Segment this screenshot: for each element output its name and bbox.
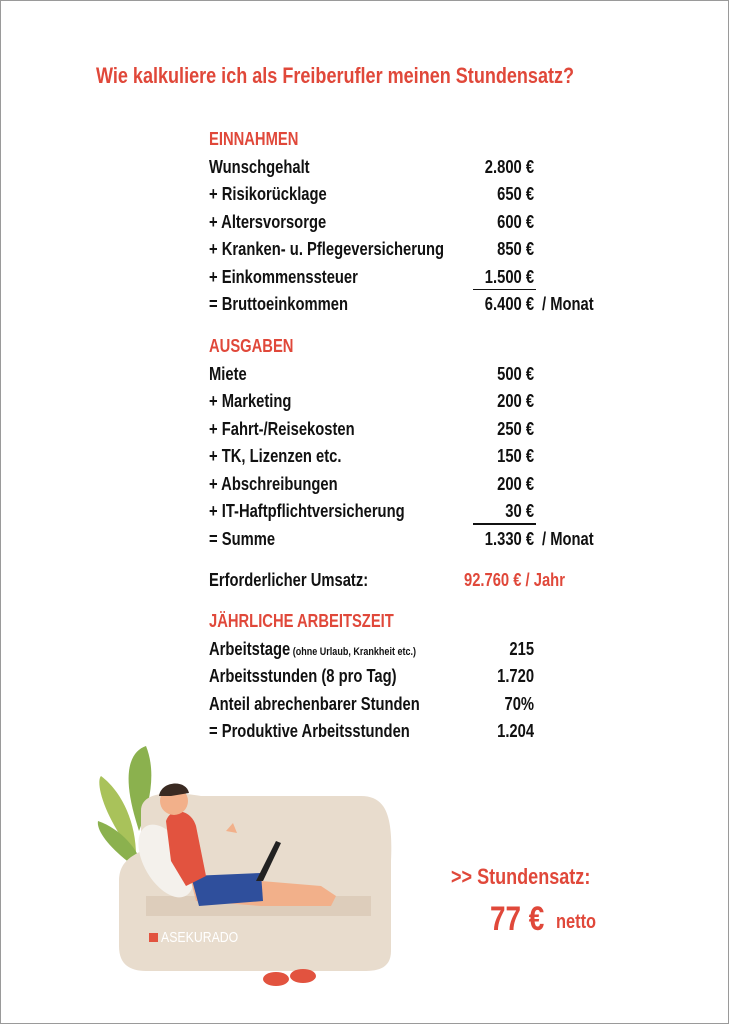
- row-value: 2.800 €: [484, 156, 534, 177]
- row-label: = Produktive Arbeitsstunden: [209, 721, 410, 741]
- row-label: + Kranken- u. Pflegeversicherung: [209, 239, 444, 259]
- label: + Altersvorsorge: [209, 211, 327, 232]
- row-value: 850 €: [497, 239, 534, 259]
- row-value: 600 €: [497, 211, 534, 232]
- label: + TK, Lizenzen etc.: [209, 446, 342, 466]
- row-value: 1.500 €: [484, 266, 534, 287]
- label: + Fahrt-/Reisekosten: [209, 418, 355, 439]
- total-unit: / Monat: [542, 294, 594, 314]
- row-label: + IT-Haftpflichtversicherung: [209, 501, 405, 521]
- row-value: 650 €: [497, 184, 534, 204]
- label: + Einkommenssteuer: [209, 266, 358, 287]
- brand: ASEKURADO: [161, 929, 239, 946]
- row-label: Arbeitstage (ohne Urlaub, Krankheit etc.…: [209, 639, 416, 662]
- row-value: 215: [509, 638, 534, 659]
- label: = Produktive Arbeitsstunden: [209, 721, 410, 741]
- row-value: 200 €: [497, 391, 534, 411]
- total-value: 6.400 €: [484, 294, 534, 314]
- sum-rule: [473, 288, 536, 290]
- label: Arbeitstage: [209, 638, 291, 659]
- section-heading: AUSGABEN: [209, 336, 294, 356]
- row-value: 30 €: [505, 501, 534, 521]
- row-label: Anteil abrechenbarer Stunden: [209, 694, 420, 714]
- row-label: + Einkommenssteuer: [209, 267, 358, 287]
- row-label: + Marketing: [209, 391, 291, 411]
- row-value: 70%: [504, 693, 534, 714]
- slippers: [263, 969, 316, 986]
- label: Miete: [209, 363, 247, 384]
- row-value: 1.720: [497, 666, 534, 686]
- rate-suffix: netto: [556, 911, 597, 933]
- row-label: Arbeitsstunden (8 pro Tag): [209, 666, 397, 686]
- label: + IT-Haftpflichtversicherung: [209, 501, 405, 521]
- label: Wunschgehalt: [209, 156, 310, 177]
- brand-icon: [149, 933, 158, 942]
- row-label: + TK, Lizenzen etc.: [209, 446, 341, 466]
- total-label: = Bruttoeinkommen: [209, 294, 349, 314]
- row-label: + Altersvorsorge: [209, 212, 326, 232]
- label: Anteil abrechenbarer Stunden: [209, 693, 420, 714]
- row-value: 150 €: [497, 446, 534, 466]
- label: + Kranken- u. Pflegeversicherung: [209, 239, 445, 259]
- label: + Abschreibungen: [209, 473, 338, 494]
- total-label: = Summe: [209, 528, 276, 549]
- section-heading: JÄHRLICHE ARBEITSZEIT: [209, 611, 394, 631]
- title: Wie kalkuliere ich als Freiberufler mein…: [96, 63, 575, 88]
- note: (ohne Urlaub, Krankheit etc.): [290, 645, 417, 658]
- label: + Marketing: [209, 391, 292, 411]
- section-heading: EINNAHMEN: [209, 129, 299, 149]
- label: + Risikorücklage: [209, 184, 327, 204]
- sum-rule: [473, 523, 536, 525]
- row-value: 500 €: [497, 363, 534, 384]
- person: [159, 783, 336, 906]
- row-label: Miete: [209, 364, 247, 384]
- label: Arbeitsstunden (8 pro Tag): [209, 666, 397, 686]
- total-value: 1.330 €: [484, 528, 534, 549]
- row-label: + Risikorücklage: [209, 184, 327, 204]
- row-value: 1.204: [497, 721, 534, 741]
- rate-value: 77 €: [490, 900, 545, 938]
- row-value: 250 €: [497, 418, 534, 439]
- revenue-value: 92.760 € / Jahr: [464, 570, 565, 590]
- row-label: Wunschgehalt: [209, 157, 310, 177]
- row-label: + Abschreibungen: [209, 474, 338, 494]
- revenue-label: Erforderlicher Umsatz:: [209, 570, 369, 590]
- row-value: 200 €: [497, 473, 534, 494]
- row-label: + Fahrt-/Reisekosten: [209, 419, 355, 439]
- rate-label: >> Stundensatz:: [451, 864, 591, 889]
- total-unit: / Monat: [542, 528, 594, 549]
